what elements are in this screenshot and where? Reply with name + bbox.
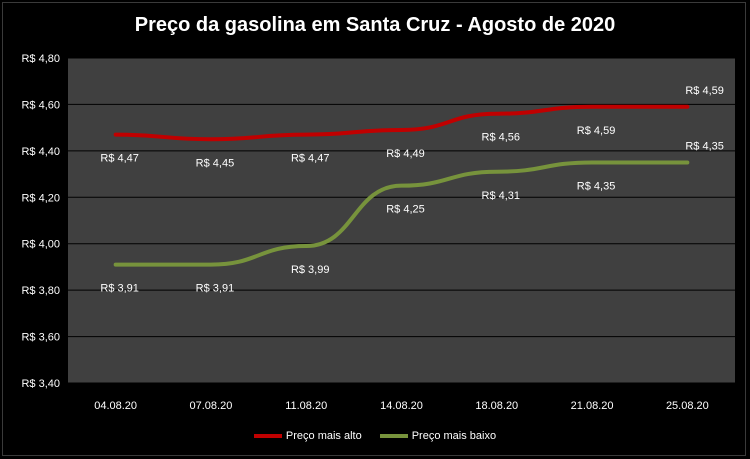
legend-item-high: Preço mais alto — [253, 430, 362, 442]
data-labels: R$ 4,47 R$ 4,45 R$ 4,47 R$ 4,49 R$ 4,56 R$ 4,… — [100, 85, 724, 295]
x-tick-label: 11.08.20 — [285, 400, 327, 412]
y-tick-label: R$ 4,80 — [21, 53, 60, 65]
data-label: R$ 4,56 — [482, 132, 521, 144]
data-label: R$ 3,99 — [291, 264, 330, 276]
y-tick-label: R$ 3,80 — [21, 285, 60, 297]
y-axis-ticks: R$ 3,40 R$ 3,60 R$ 3,80 R$ 4,00 R$ 4,20 R$ 4,… — [21, 53, 60, 390]
data-label: R$ 4,59 — [577, 125, 616, 137]
legend-swatch-low — [379, 434, 408, 438]
data-label: R$ 4,47 — [291, 153, 330, 165]
data-label: R$ 4,31 — [482, 190, 521, 202]
series-lines — [113, 104, 690, 267]
data-label: R$ 3,91 — [196, 283, 235, 295]
data-label: R$ 4,25 — [386, 204, 425, 216]
data-label: R$ 4,35 — [577, 180, 616, 192]
y-tick-label: R$ 4,60 — [21, 99, 60, 111]
x-axis-ticks: 04.08.20 07.08.20 11.08.20 14.08.20 18.08.20… — [94, 400, 709, 412]
y-tick-label: R$ 3,60 — [21, 332, 60, 344]
y-tick-label: R$ 3,40 — [21, 378, 60, 390]
data-label: R$ 4,47 — [100, 153, 139, 165]
data-label: R$ 4,45 — [196, 157, 235, 169]
y-tick-label: R$ 4,00 — [21, 239, 60, 251]
legend-item-low: Preço mais baixo — [379, 430, 497, 442]
legend-swatch-high — [253, 434, 282, 438]
y-tick-label: R$ 4,40 — [21, 146, 60, 158]
x-tick-label: 04.08.20 — [94, 400, 137, 412]
x-tick-label: 14.08.20 — [380, 400, 423, 412]
legend-label-high: Preço mais alto — [285, 430, 362, 442]
data-label: R$ 4,59 — [685, 85, 724, 97]
x-tick-label: 18.08.20 — [475, 400, 518, 412]
gridlines — [68, 57, 735, 384]
y-tick-label: R$ 4,20 — [21, 192, 60, 204]
legend: Preço mais alto Preço mais baixo — [0, 430, 750, 442]
x-tick-label: 07.08.20 — [190, 400, 233, 412]
chart-title: Preço da gasolina em Santa Cruz - Agosto… — [134, 14, 616, 36]
data-label: R$ 3,91 — [100, 283, 139, 295]
x-tick-label: 25.08.20 — [666, 400, 709, 412]
plot-area — [68, 58, 735, 383]
series-line-low — [113, 160, 690, 267]
legend-label-low: Preço mais baixo — [411, 430, 497, 442]
series-line-high — [113, 104, 690, 142]
data-label: R$ 4,49 — [386, 148, 425, 160]
data-label: R$ 4,35 — [685, 140, 724, 152]
x-tick-label: 21.08.20 — [571, 400, 614, 412]
